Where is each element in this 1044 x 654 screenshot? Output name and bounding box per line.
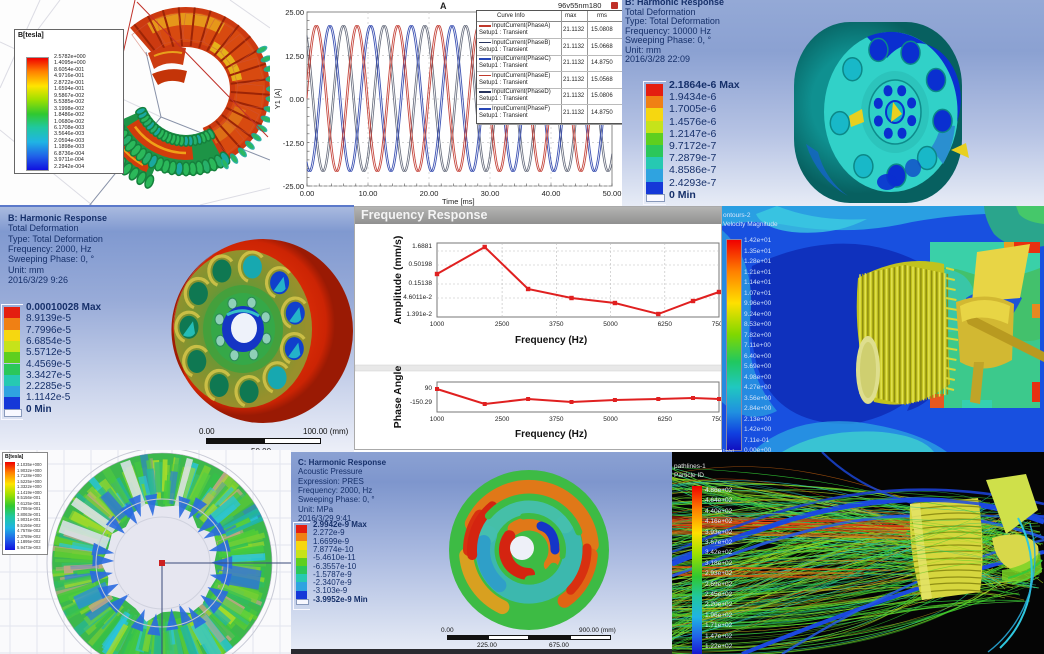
svg-text:Y1 [A]: Y1 [A] — [273, 89, 282, 109]
